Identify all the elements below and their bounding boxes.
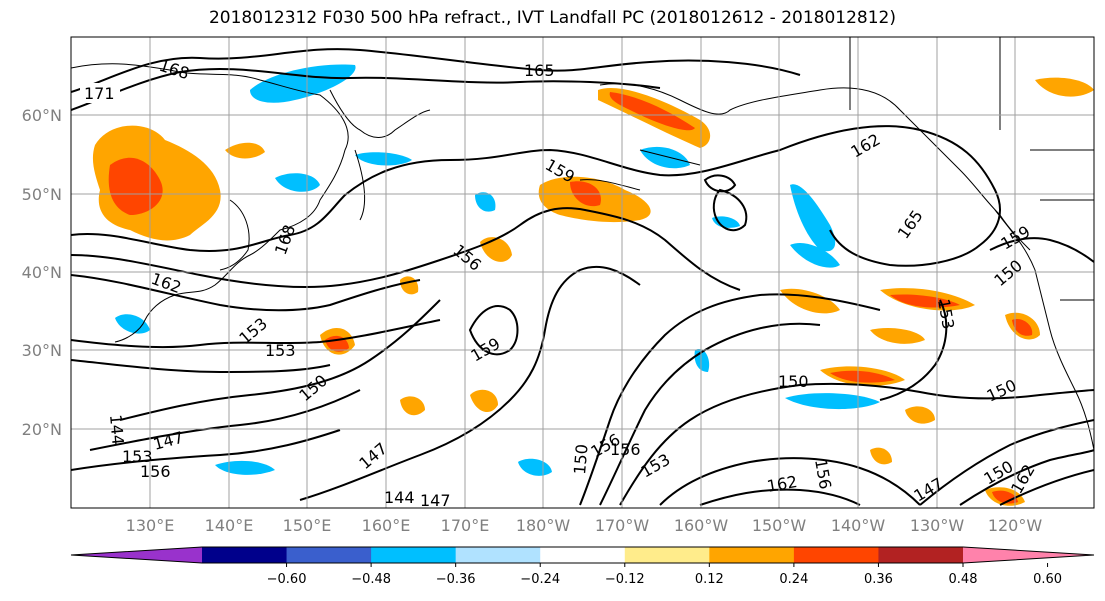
- negative-anomaly-area: [115, 314, 150, 334]
- strong-positive-anomaly-area: [609, 92, 695, 131]
- longitude-label: 170°W: [595, 516, 650, 535]
- colorbar-segment: [455, 547, 541, 563]
- longitude-label: 160°W: [674, 516, 729, 535]
- map-border: [70, 36, 1095, 509]
- colorbar-segment: [624, 547, 710, 563]
- contour-label: 147: [420, 491, 451, 510]
- colorbar-tick-label: −0.24: [520, 572, 560, 587]
- colorbar-tick-label: −0.12: [605, 572, 645, 587]
- longitude-label: 130°E: [126, 516, 175, 535]
- colorbar-tick-label: 0.36: [864, 572, 893, 587]
- graticule: [71, 37, 1094, 508]
- latitude-label: 60°N: [22, 106, 62, 125]
- colorbar-tick-label: −0.48: [351, 572, 391, 587]
- longitude-label: 120°W: [988, 516, 1043, 535]
- colorbar-tick-label: −0.60: [267, 572, 307, 587]
- colorbar-segment: [371, 547, 457, 563]
- refractivity-contours: [71, 48, 1094, 506]
- longitude-label: 130°W: [910, 516, 965, 535]
- negative-anomaly-area: [355, 152, 412, 166]
- negative-anomaly-area: [790, 184, 836, 252]
- negative-anomaly-area: [790, 242, 840, 268]
- latitude-label: 40°N: [22, 263, 62, 282]
- strong-positive-anomaly-area: [108, 157, 163, 215]
- positive-anomaly-area: [870, 447, 892, 465]
- colorbar-extension-high: [963, 547, 1094, 563]
- longitude-label: 150°W: [752, 516, 807, 535]
- contour-label: 153: [122, 447, 153, 466]
- positive-anomaly-area: [225, 142, 265, 159]
- contour-label: 150: [778, 372, 809, 391]
- contour-label: 156: [610, 440, 641, 459]
- contour-label: 171: [84, 84, 115, 103]
- colorbar-tick-label: 0.24: [779, 572, 808, 587]
- strong-positive-anomaly-area: [830, 370, 895, 383]
- longitude-axis: 130°E 140°E 150°E 160°E 170°E 180°W 170°…: [126, 516, 1043, 535]
- colorbar-tick-label: 0.12: [695, 572, 724, 587]
- contour-label: 144: [384, 488, 415, 507]
- latitude-label: 20°N: [22, 420, 62, 439]
- negative-anomaly-area: [475, 192, 496, 212]
- contour-label: 150: [570, 443, 592, 475]
- strong-positive-anomaly-area: [1012, 319, 1033, 336]
- negative-anomaly-area: [640, 146, 690, 169]
- colorbar-segment: [878, 547, 964, 563]
- negative-anomaly-area: [712, 216, 740, 228]
- longitude-label: 160°E: [362, 516, 411, 535]
- colorbar-tick-label: 0.48: [949, 572, 978, 587]
- contour-label: 153: [265, 341, 296, 360]
- longitude-label: 180°W: [516, 516, 571, 535]
- contour-label: 156: [140, 462, 171, 481]
- positive-anomaly-area: [400, 396, 425, 416]
- colorbar-segment: [202, 547, 288, 563]
- colorbar-segment: [540, 547, 626, 563]
- anomaly-shading: [92, 64, 1094, 506]
- longitude-label: 140°W: [831, 516, 886, 535]
- positive-anomaly-area: [1035, 77, 1094, 97]
- latitude-label: 30°N: [22, 341, 62, 360]
- colorbar-segment: [286, 547, 372, 563]
- latitude-axis: 60°N 50°N 40°N 30°N 20°N: [22, 106, 62, 439]
- longitude-label: 140°E: [205, 516, 254, 535]
- negative-anomaly-area: [215, 460, 275, 475]
- colorbar-segment: [793, 547, 879, 563]
- colorbar-segment: [709, 547, 795, 563]
- positive-anomaly-area: [470, 389, 498, 413]
- negative-anomaly-area: [785, 393, 880, 410]
- colorbar-extension-low: [71, 547, 202, 563]
- negative-anomaly-area: [275, 173, 320, 192]
- longitude-label: 150°E: [283, 516, 332, 535]
- map-title: 2018012312 F030 500 hPa refract., IVT La…: [208, 8, 896, 28]
- colorbar-outline: [70, 546, 1095, 564]
- contour-label: 165: [524, 61, 555, 80]
- colorbar-tick-label: −0.36: [436, 572, 476, 587]
- contour-label: 144: [106, 414, 128, 446]
- colorbar: −0.60 −0.48 −0.36 −0.24 −0.12 0.12 0.24 0.36 0.4…: [70, 546, 1095, 587]
- colorbar-tick-label: 0.60: [1033, 572, 1062, 587]
- longitude-label: 170°E: [441, 516, 490, 535]
- negative-anomaly-area: [250, 64, 356, 103]
- positive-anomaly-area: [870, 328, 925, 344]
- latitude-label: 50°N: [22, 185, 62, 204]
- positive-anomaly-area: [905, 406, 935, 424]
